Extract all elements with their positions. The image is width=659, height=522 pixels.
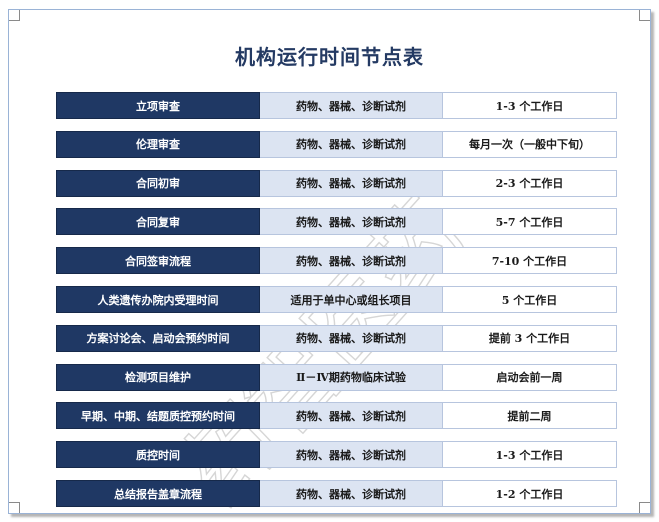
row-item-cell: 检测项目维护 <box>56 363 260 391</box>
crop-mark-top-left <box>9 10 20 21</box>
row-scope-cell: 药物、器械、诊断试剂 <box>260 247 442 275</box>
row-item-cell: 总结报告盖章流程 <box>56 480 260 507</box>
row-scope-cell: 药物、器械、诊断试剂 <box>260 480 442 507</box>
row-scope-cell: 药物、器械、诊断试剂 <box>260 92 442 119</box>
table-row: 人类遗传办院内受理时间 适用于单中心或组长项目 5 个工作日 <box>56 286 617 313</box>
table-row: 合同复审 药物、器械、诊断试剂 5-7 个工作日 <box>56 208 617 236</box>
row-time-cell: 1-3 个工作日 <box>442 92 617 119</box>
table-row: 合同初审 药物、器械、诊断试剂 2-3 个工作日 <box>56 169 617 197</box>
row-time-cell: 1-3 个工作日 <box>442 441 617 469</box>
page-title: 机构运行时间节点表 <box>235 45 424 69</box>
row-item-cell: 合同初审 <box>56 169 260 197</box>
table-row: 早期、中期、结题质控预约时间 药物、器械、诊断试剂 提前二周 <box>56 402 617 430</box>
table-row: 伦理审查 药物、器械、诊断试剂 每月一次（一般中下旬） <box>56 130 617 158</box>
row-time-cell: 启动会前一周 <box>442 363 617 391</box>
row-time-cell: 7-10 个工作日 <box>442 247 617 275</box>
row-scope-cell: 药物、器械、诊断试剂 <box>260 169 442 197</box>
row-item-cell: 伦理审查 <box>56 130 260 158</box>
crop-mark-bottom-right <box>639 502 650 513</box>
row-scope-cell: Ⅱ－Ⅳ期药物临床试验 <box>260 363 442 391</box>
row-item-cell: 早期、中期、结题质控预约时间 <box>56 402 260 430</box>
row-time-cell: 提前二周 <box>442 402 617 430</box>
row-time-cell: 2-3 个工作日 <box>442 169 617 197</box>
row-time-cell: 每月一次（一般中下旬） <box>442 130 617 158</box>
row-scope-cell: 药物、器械、诊断试剂 <box>260 402 442 430</box>
row-item-cell: 质控时间 <box>56 441 260 469</box>
crop-mark-bottom-left <box>9 502 20 513</box>
table-row: 立项审查 药物、器械、诊断试剂 1-3 个工作日 <box>56 92 617 119</box>
crop-mark-top-right <box>639 10 650 21</box>
row-time-cell: 1-2 个工作日 <box>442 480 617 507</box>
row-time-cell: 5 个工作日 <box>442 286 617 313</box>
table-row: 合同签审流程 药物、器械、诊断试剂 7-10 个工作日 <box>56 247 617 275</box>
row-item-cell: 人类遗传办院内受理时间 <box>56 286 260 313</box>
row-scope-cell: 药物、器械、诊断试剂 <box>260 208 442 236</box>
row-scope-cell: 药物、器械、诊断试剂 <box>260 130 442 158</box>
table-row: 总结报告盖章流程 药物、器械、诊断试剂 1-2 个工作日 <box>56 480 617 507</box>
row-time-cell: 5-7 个工作日 <box>442 208 617 236</box>
row-scope-cell: 适用于单中心或组长项目 <box>260 286 442 313</box>
row-item-cell: 立项审查 <box>56 92 260 119</box>
table-row: 方案讨论会、启动会预约时间 药物、器械、诊断试剂 提前 3 个工作日 <box>56 324 617 352</box>
table-row: 质控时间 药物、器械、诊断试剂 1-3 个工作日 <box>56 441 617 469</box>
row-time-cell: 提前 3 个工作日 <box>442 324 617 352</box>
row-item-cell: 合同复审 <box>56 208 260 236</box>
row-item-cell: 方案讨论会、启动会预约时间 <box>56 324 260 352</box>
row-item-cell: 合同签审流程 <box>56 247 260 275</box>
table-row: 检测项目维护 Ⅱ－Ⅳ期药物临床试验 启动会前一周 <box>56 363 617 391</box>
row-scope-cell: 药物、器械、诊断试剂 <box>260 441 442 469</box>
row-scope-cell: 药物、器械、诊断试剂 <box>260 324 442 352</box>
